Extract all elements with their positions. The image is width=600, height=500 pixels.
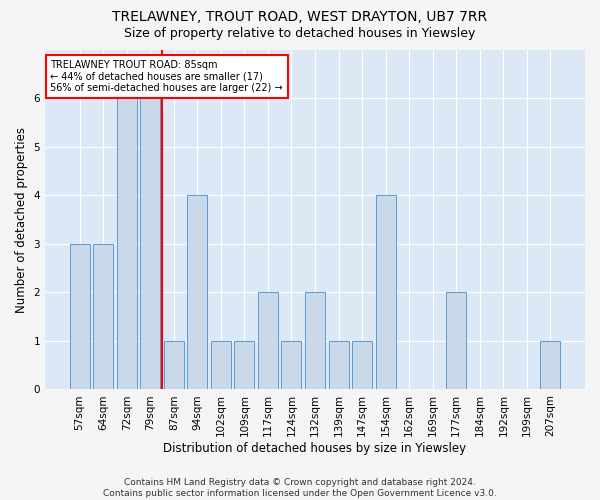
Bar [235, 341, 254, 390]
Bar [258, 292, 278, 390]
X-axis label: Distribution of detached houses by size in Yiewsley: Distribution of detached houses by size … [163, 442, 467, 455]
Bar [305, 292, 325, 390]
Text: TRELAWNEY TROUT ROAD: 85sqm
← 44% of detached houses are smaller (17)
56% of sem: TRELAWNEY TROUT ROAD: 85sqm ← 44% of det… [50, 60, 283, 94]
Text: Contains HM Land Registry data © Crown copyright and database right 2024.
Contai: Contains HM Land Registry data © Crown c… [103, 478, 497, 498]
Bar [93, 244, 113, 390]
Bar [187, 196, 208, 390]
Bar [140, 98, 160, 390]
Bar [70, 244, 89, 390]
Text: Size of property relative to detached houses in Yiewsley: Size of property relative to detached ho… [124, 28, 476, 40]
Y-axis label: Number of detached properties: Number of detached properties [15, 126, 28, 312]
Bar [446, 292, 466, 390]
Bar [376, 196, 395, 390]
Bar [116, 98, 137, 390]
Bar [352, 341, 372, 390]
Bar [329, 341, 349, 390]
Bar [211, 341, 231, 390]
Bar [164, 341, 184, 390]
Bar [541, 341, 560, 390]
Text: TRELAWNEY, TROUT ROAD, WEST DRAYTON, UB7 7RR: TRELAWNEY, TROUT ROAD, WEST DRAYTON, UB7… [112, 10, 488, 24]
Bar [281, 341, 301, 390]
